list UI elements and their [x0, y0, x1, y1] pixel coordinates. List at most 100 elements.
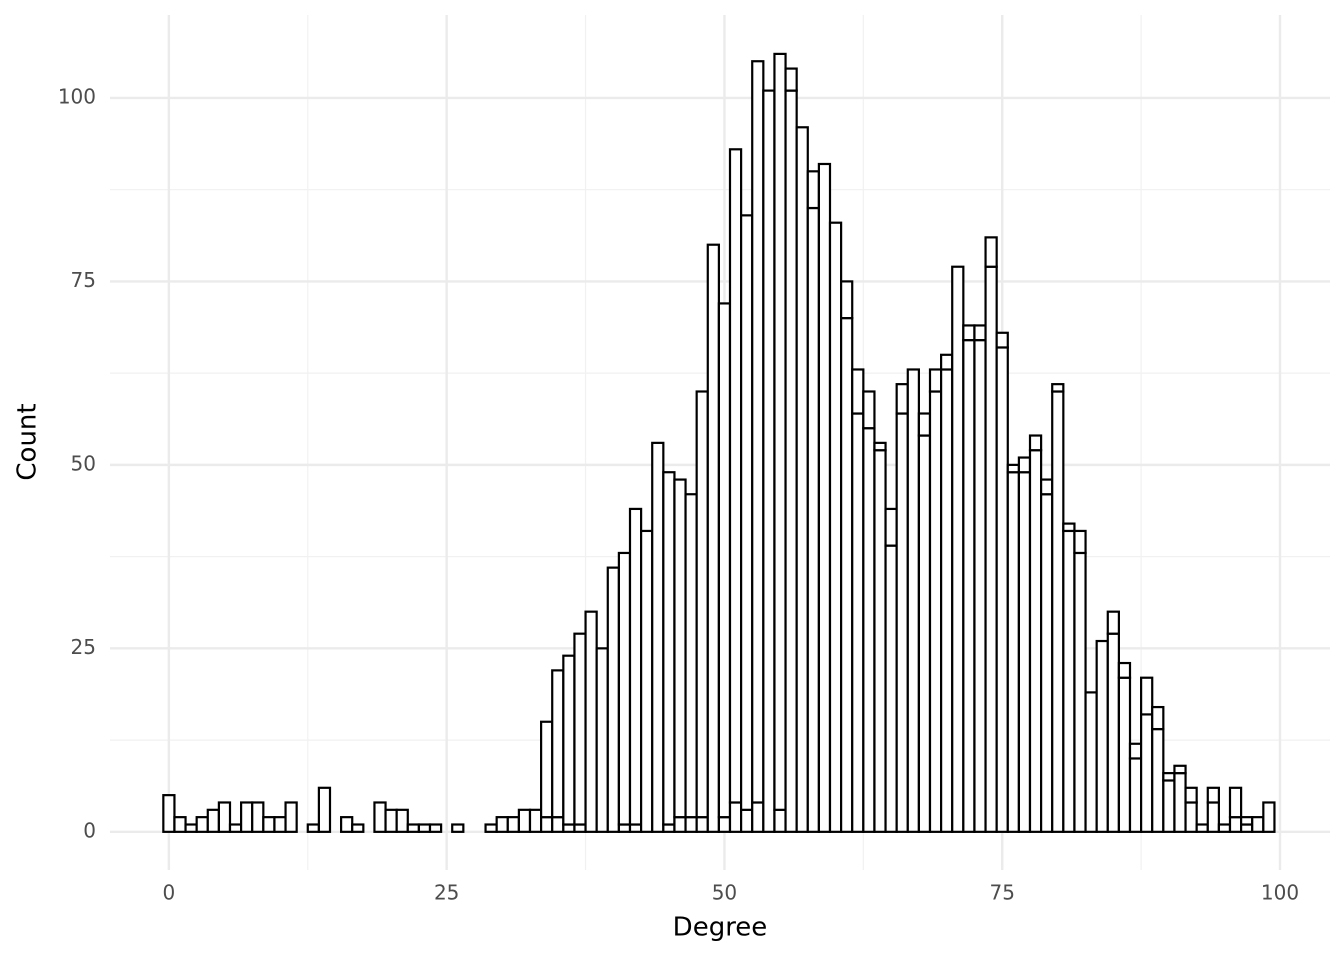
histogram-bar [506, 816, 520, 833]
histogram-bar [806, 170, 820, 210]
histogram-bar [451, 823, 465, 833]
histogram-bar [1017, 456, 1032, 474]
histogram-bar [695, 816, 709, 833]
histogram-bar [1017, 471, 1032, 833]
histogram-bar [928, 368, 943, 393]
histogram-bar [1173, 764, 1187, 775]
histogram-bar [273, 816, 287, 833]
histogram-bar [940, 368, 954, 833]
histogram-bar [1240, 816, 1254, 826]
histogram-bar [1128, 742, 1143, 760]
bars [162, 52, 1276, 833]
y-tick-label: 100 [58, 84, 96, 108]
histogram-bar [595, 647, 609, 833]
histogram-bar [1162, 772, 1176, 782]
histogram-bar [551, 816, 565, 833]
histogram-bar [751, 60, 765, 804]
histogram-bar [340, 816, 354, 833]
histogram-bar [1106, 610, 1120, 635]
histogram-bar [851, 412, 865, 833]
histogram-bar [651, 441, 665, 833]
histogram-bar [1051, 390, 1065, 833]
histogram-bar [1228, 816, 1243, 833]
histogram-bar [384, 808, 398, 833]
histogram-bar [640, 529, 654, 833]
histogram-bar [1028, 449, 1043, 833]
histogram-bar [528, 808, 543, 833]
histogram-bar [795, 126, 809, 833]
histogram-bar [1151, 705, 1165, 731]
histogram-bar [628, 507, 643, 826]
histogram-bar [351, 823, 365, 833]
histogram-bar [851, 368, 865, 415]
histogram-bar [695, 390, 709, 819]
histogram-bar [1062, 522, 1076, 533]
histogram-bar [1140, 676, 1154, 716]
histogram-bar [984, 265, 998, 833]
y-tick-label: 50 [71, 451, 96, 475]
histogram-bar [495, 816, 509, 833]
histogram-bar [1140, 713, 1154, 833]
histogram-bar [717, 302, 732, 819]
histogram-bar [1228, 786, 1243, 819]
histogram-bar [1251, 816, 1265, 833]
x-tick-label: 25 [434, 881, 459, 905]
histogram-bar [762, 89, 776, 833]
histogram-bar [951, 265, 965, 833]
histogram-bar [784, 67, 798, 92]
histogram-bar [895, 412, 909, 833]
histogram-bar [1195, 823, 1209, 833]
histogram-bar [417, 823, 432, 833]
histogram-bar [673, 478, 687, 819]
histogram-bar [606, 566, 620, 833]
histogram-bar [706, 243, 720, 833]
histogram-bar [406, 823, 420, 833]
histogram-bar [1262, 801, 1276, 833]
histogram-bar [1073, 529, 1087, 555]
histogram-bar [1106, 632, 1120, 833]
histogram-bar [728, 801, 743, 833]
y-tick-label: 25 [71, 635, 96, 659]
histogram-bar [1206, 786, 1220, 804]
histogram-bar [1006, 463, 1020, 474]
histogram-bar [751, 801, 765, 833]
histogram-bar [884, 507, 898, 547]
histogram-bar [540, 720, 554, 819]
histogram-bar [817, 162, 832, 833]
histogram-bar [973, 339, 987, 833]
histogram-bar [584, 610, 598, 833]
histogram-bar [873, 449, 887, 833]
x-axis-title: Degree [673, 913, 768, 943]
x-tick-label: 50 [712, 881, 737, 905]
histogram-bar [773, 52, 787, 811]
histogram-bar [1028, 434, 1043, 452]
y-tick-label: 0 [83, 818, 96, 842]
histogram-bar [240, 801, 254, 833]
histogram-bar [1240, 823, 1254, 833]
histogram-bar [395, 808, 409, 833]
histogram-bar [684, 816, 698, 833]
histogram-bar [284, 801, 298, 833]
y-axis-title: Count [13, 403, 43, 480]
x-tick-label: 100 [1261, 881, 1299, 905]
histogram-bar [995, 346, 1009, 833]
histogram-bar [1040, 493, 1054, 833]
histogram-bar [884, 544, 898, 833]
histogram-bar [895, 383, 909, 415]
histogram-bar [262, 816, 276, 833]
histogram-bar [940, 353, 954, 371]
histogram-bar [728, 148, 743, 804]
histogram-bar [1128, 757, 1143, 833]
histogram-bar [828, 221, 843, 833]
histogram-bar [1162, 779, 1176, 833]
histogram-bar [1040, 478, 1054, 496]
histogram-bar [962, 339, 976, 833]
histogram-bar [862, 427, 876, 833]
histogram-bar [573, 632, 587, 826]
histogram-bar [373, 801, 387, 833]
histogram-bar [840, 317, 854, 833]
histogram-bar [917, 412, 932, 437]
histogram-bar [684, 493, 698, 819]
histogram-bar [551, 669, 565, 819]
